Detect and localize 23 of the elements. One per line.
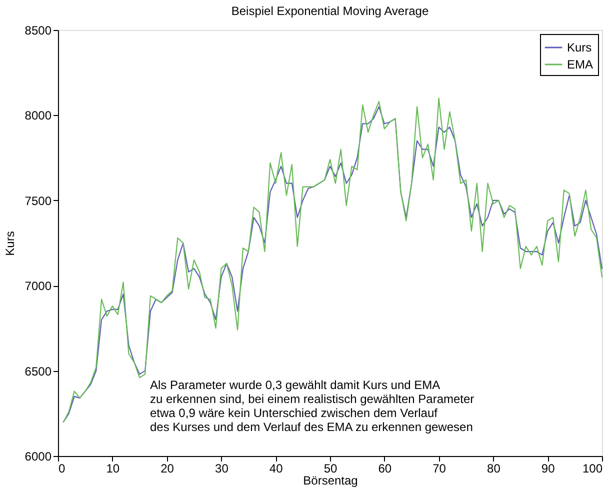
- x-tick-label: 50: [324, 462, 338, 476]
- x-tick-label: 10: [106, 462, 120, 476]
- y-tick-label: 7000: [24, 279, 52, 294]
- y-tick-label: 8500: [24, 24, 52, 38]
- chart-title: Beispiel Exponential Moving Average: [231, 4, 429, 18]
- x-axis-title: Börsentag: [303, 474, 358, 488]
- x-tick-label: 80: [487, 462, 501, 476]
- y-tick-label: 7500: [24, 194, 52, 208]
- x-tick-label: 30: [215, 462, 229, 476]
- x-tick-label: 0: [58, 462, 66, 476]
- x-tick-label: 40: [269, 462, 284, 476]
- y-tick-label: 8000: [24, 108, 52, 123]
- x-tick-label: 70: [432, 462, 446, 476]
- legend-label: EMA: [567, 58, 594, 72]
- x-tick-label: 90: [541, 462, 556, 476]
- x-tick-label: 60: [378, 462, 392, 476]
- annotation: Als Parameter wurde 0,3 gewählt damit Kurs und EMA zu erkennen sind, bei einem realistisch gewählten Parameter etwa 0,9 wäre kein Unterschied zwischen dem Verlauf des Kurses und dem Verlauf des EMA zu erkennen gewesen: [150, 378, 474, 434]
- x-tick-label: 20: [160, 462, 174, 476]
- y-axis-title: Kurs: [2, 231, 17, 256]
- legend-label: Kurs: [567, 40, 592, 54]
- x-tick-label: 100: [582, 462, 603, 476]
- y-tick-label: 6500: [24, 364, 52, 378]
- y-tick-label: 6000: [24, 450, 52, 464]
